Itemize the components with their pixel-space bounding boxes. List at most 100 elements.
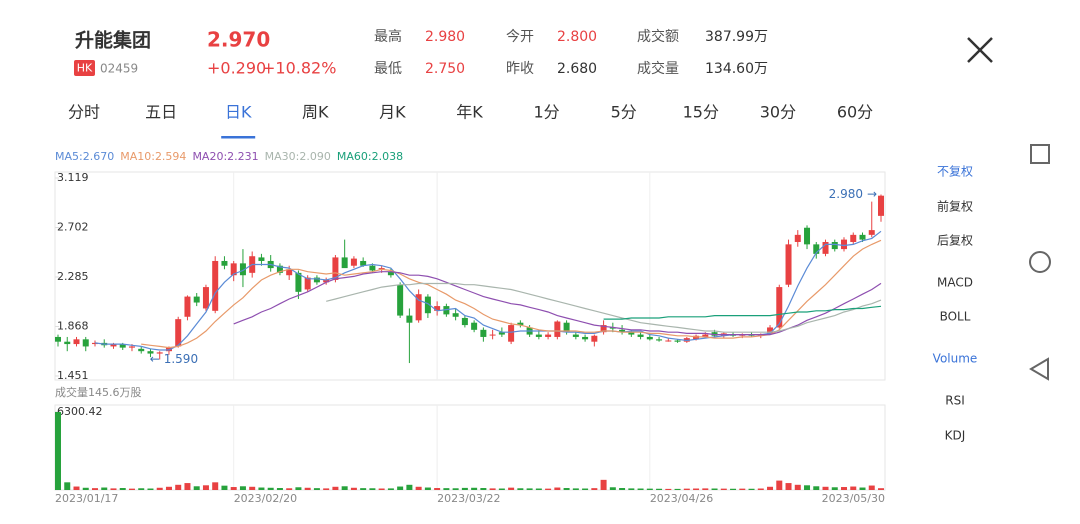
stat-value: 2.800 <box>557 29 597 45</box>
side-menu-item[interactable]: 不复权 <box>937 165 973 179</box>
candle-body <box>424 296 431 314</box>
candle-body <box>822 241 829 254</box>
stat-value: 134.60万 <box>705 61 768 77</box>
candle-body <box>434 306 441 311</box>
side-menu-item[interactable]: MACD <box>937 276 973 290</box>
side-menu-item[interactable]: RSI <box>945 394 965 408</box>
volume-bar <box>332 486 339 490</box>
volume-bar <box>554 487 561 490</box>
candle-body <box>674 340 681 342</box>
candle-body <box>82 339 89 347</box>
y-tick-label: 2.702 <box>57 221 89 234</box>
volume-bar <box>498 488 505 490</box>
candle-body <box>804 227 811 245</box>
volume-bar <box>850 486 857 490</box>
volume-bar <box>878 488 884 490</box>
volume-bar <box>702 488 709 490</box>
side-menu-item[interactable]: Volume <box>933 352 978 366</box>
volume-bar <box>859 487 866 490</box>
volume-bar <box>822 486 829 490</box>
candle-body <box>387 271 394 276</box>
volume-bar <box>119 488 126 490</box>
volume-bar <box>415 486 422 490</box>
candle-body <box>619 329 626 333</box>
legend-entry: MA20:2.231 <box>192 150 258 163</box>
tab[interactable]: 5分 <box>611 103 637 122</box>
volume-bar <box>720 488 727 490</box>
stock-name: 升能集团 <box>75 29 151 52</box>
nav-recent[interactable] <box>1030 144 1050 164</box>
stat-label: 昨收 <box>506 61 534 77</box>
volume-bar <box>452 488 459 490</box>
ma-line <box>326 282 882 333</box>
volume-bar <box>868 485 875 490</box>
side-menu-item[interactable]: BOLL <box>940 310 971 324</box>
nav-home[interactable] <box>1029 251 1051 273</box>
candle-body <box>323 279 330 283</box>
volume-bar <box>110 488 117 490</box>
volume-bar <box>295 487 302 490</box>
candle-body <box>776 287 783 328</box>
volume-bar <box>600 479 607 490</box>
candle-body <box>545 334 552 337</box>
candle-body <box>110 344 117 347</box>
tab[interactable]: 分时 <box>68 103 100 122</box>
candle-body <box>868 230 875 235</box>
tab[interactable]: 60分 <box>837 103 873 122</box>
y-tick-label: 3.119 <box>57 171 89 184</box>
tab[interactable]: 月K <box>379 103 406 122</box>
candle-body <box>785 244 792 285</box>
candle-body <box>156 352 163 354</box>
high-arrow: → <box>867 187 877 201</box>
candle-body <box>397 284 404 316</box>
volume-bar <box>443 488 450 490</box>
tab[interactable]: 周K <box>302 103 329 122</box>
volume-bar <box>276 488 283 490</box>
candle-body <box>147 351 154 354</box>
side-menu-item[interactable]: 后复权 <box>937 234 973 248</box>
volume-bar <box>286 488 293 490</box>
candle-body <box>841 239 848 250</box>
x-tick-label: 2023/03/22 <box>437 492 500 505</box>
candle-body <box>350 258 357 266</box>
change: +0.290 <box>207 59 266 78</box>
stat-label: 最低 <box>374 61 402 77</box>
volume-bar <box>563 488 570 490</box>
stat-label: 成交额 <box>637 28 679 45</box>
ma-line <box>141 239 882 349</box>
tab[interactable]: 日K <box>225 103 252 122</box>
candle-body <box>443 306 450 315</box>
volume-bar <box>831 487 838 490</box>
tab[interactable]: 1分 <box>534 103 560 122</box>
candle-body <box>767 327 774 334</box>
candle-body <box>471 322 478 330</box>
candle-body <box>138 348 145 352</box>
close-button[interactable] <box>967 37 993 63</box>
volume-bar <box>350 487 357 490</box>
candle-body <box>276 265 283 273</box>
nav-back[interactable] <box>1029 357 1049 381</box>
volume-bar <box>646 488 653 490</box>
candle-body <box>637 334 644 337</box>
high-annotation: 2.980 <box>829 187 863 201</box>
low-annotation: 1.590 <box>164 352 198 366</box>
side-menu-item[interactable]: KDJ <box>945 429 966 443</box>
stat-value: 387.99万 <box>705 29 768 45</box>
volume-bar <box>91 488 98 490</box>
volume-bar <box>637 488 644 490</box>
candle-body <box>258 257 265 261</box>
volume-bar <box>55 412 61 490</box>
tab[interactable]: 30分 <box>760 103 796 122</box>
candle-body <box>378 268 385 270</box>
tab[interactable]: 15分 <box>683 103 719 122</box>
candle-body <box>489 334 496 336</box>
candle-body <box>517 322 524 326</box>
volume-bar <box>258 487 265 490</box>
volume-bar <box>526 488 533 490</box>
volume-bar <box>406 484 413 490</box>
side-menu-item[interactable]: 前复权 <box>937 199 973 214</box>
candle-body <box>304 277 311 290</box>
tab[interactable]: 五日 <box>145 103 177 122</box>
tab[interactable]: 年K <box>456 103 483 122</box>
